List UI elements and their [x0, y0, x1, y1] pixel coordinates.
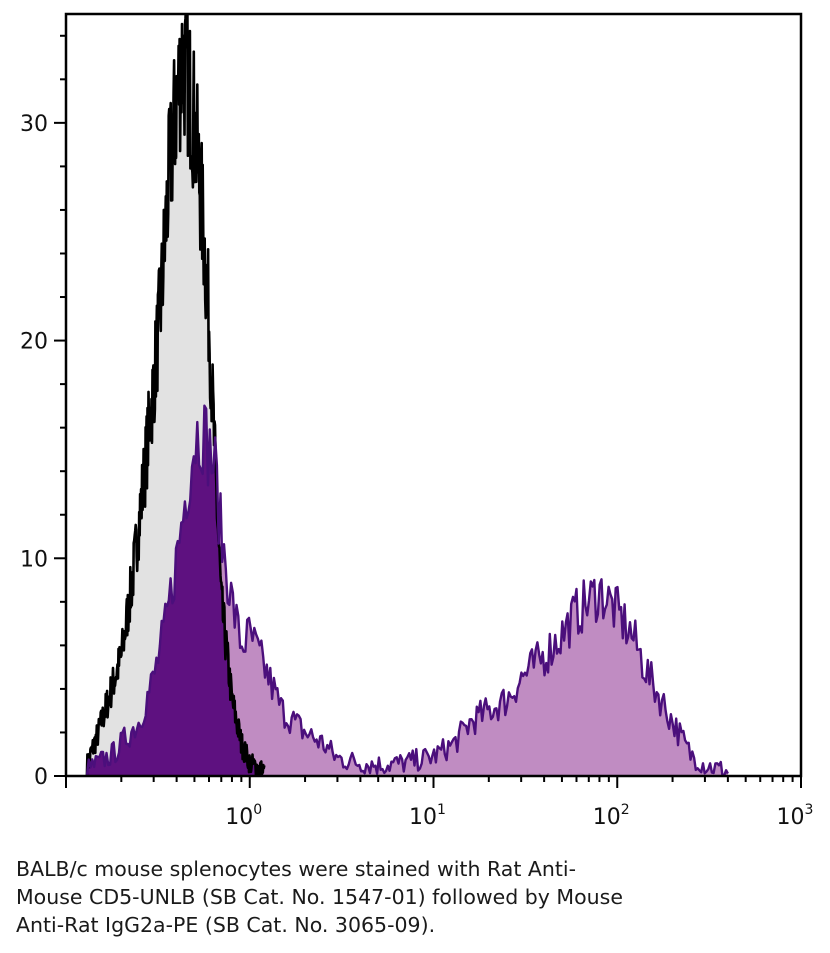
x-tick-label: 100: [225, 802, 262, 830]
histogram-chart: 0 10 20 30 100 101 102 103: [20, 12, 814, 830]
x-tick-label: 102: [593, 802, 630, 830]
y-tick-label: 20: [20, 330, 48, 355]
caption-line: BALB/c mouse splenocytes were stained wi…: [16, 857, 577, 881]
stained-histogram-line: [85, 404, 729, 776]
figure-caption: BALB/c mouse splenocytes were stained wi…: [16, 855, 816, 939]
x-tick-label: 101: [409, 802, 446, 830]
series-layer: [85, 14, 729, 776]
y-tick-label: 0: [34, 765, 48, 790]
caption-line: Anti-Rat IgG2a-PE (SB Cat. No. 3065-09).: [16, 913, 436, 937]
x-tick-label: 103: [777, 802, 814, 830]
y-tick-label: 30: [20, 112, 48, 137]
caption-line: Mouse CD5-UNLB (SB Cat. No. 1547-01) fol…: [16, 885, 623, 909]
y-tick-label: 10: [20, 547, 48, 572]
stained-histogram-fill: [86, 405, 728, 776]
x-axis: 100 101 102 103: [65, 776, 814, 830]
y-axis: 0 10 20 30: [20, 34, 66, 790]
control-histogram-line: [85, 14, 266, 776]
